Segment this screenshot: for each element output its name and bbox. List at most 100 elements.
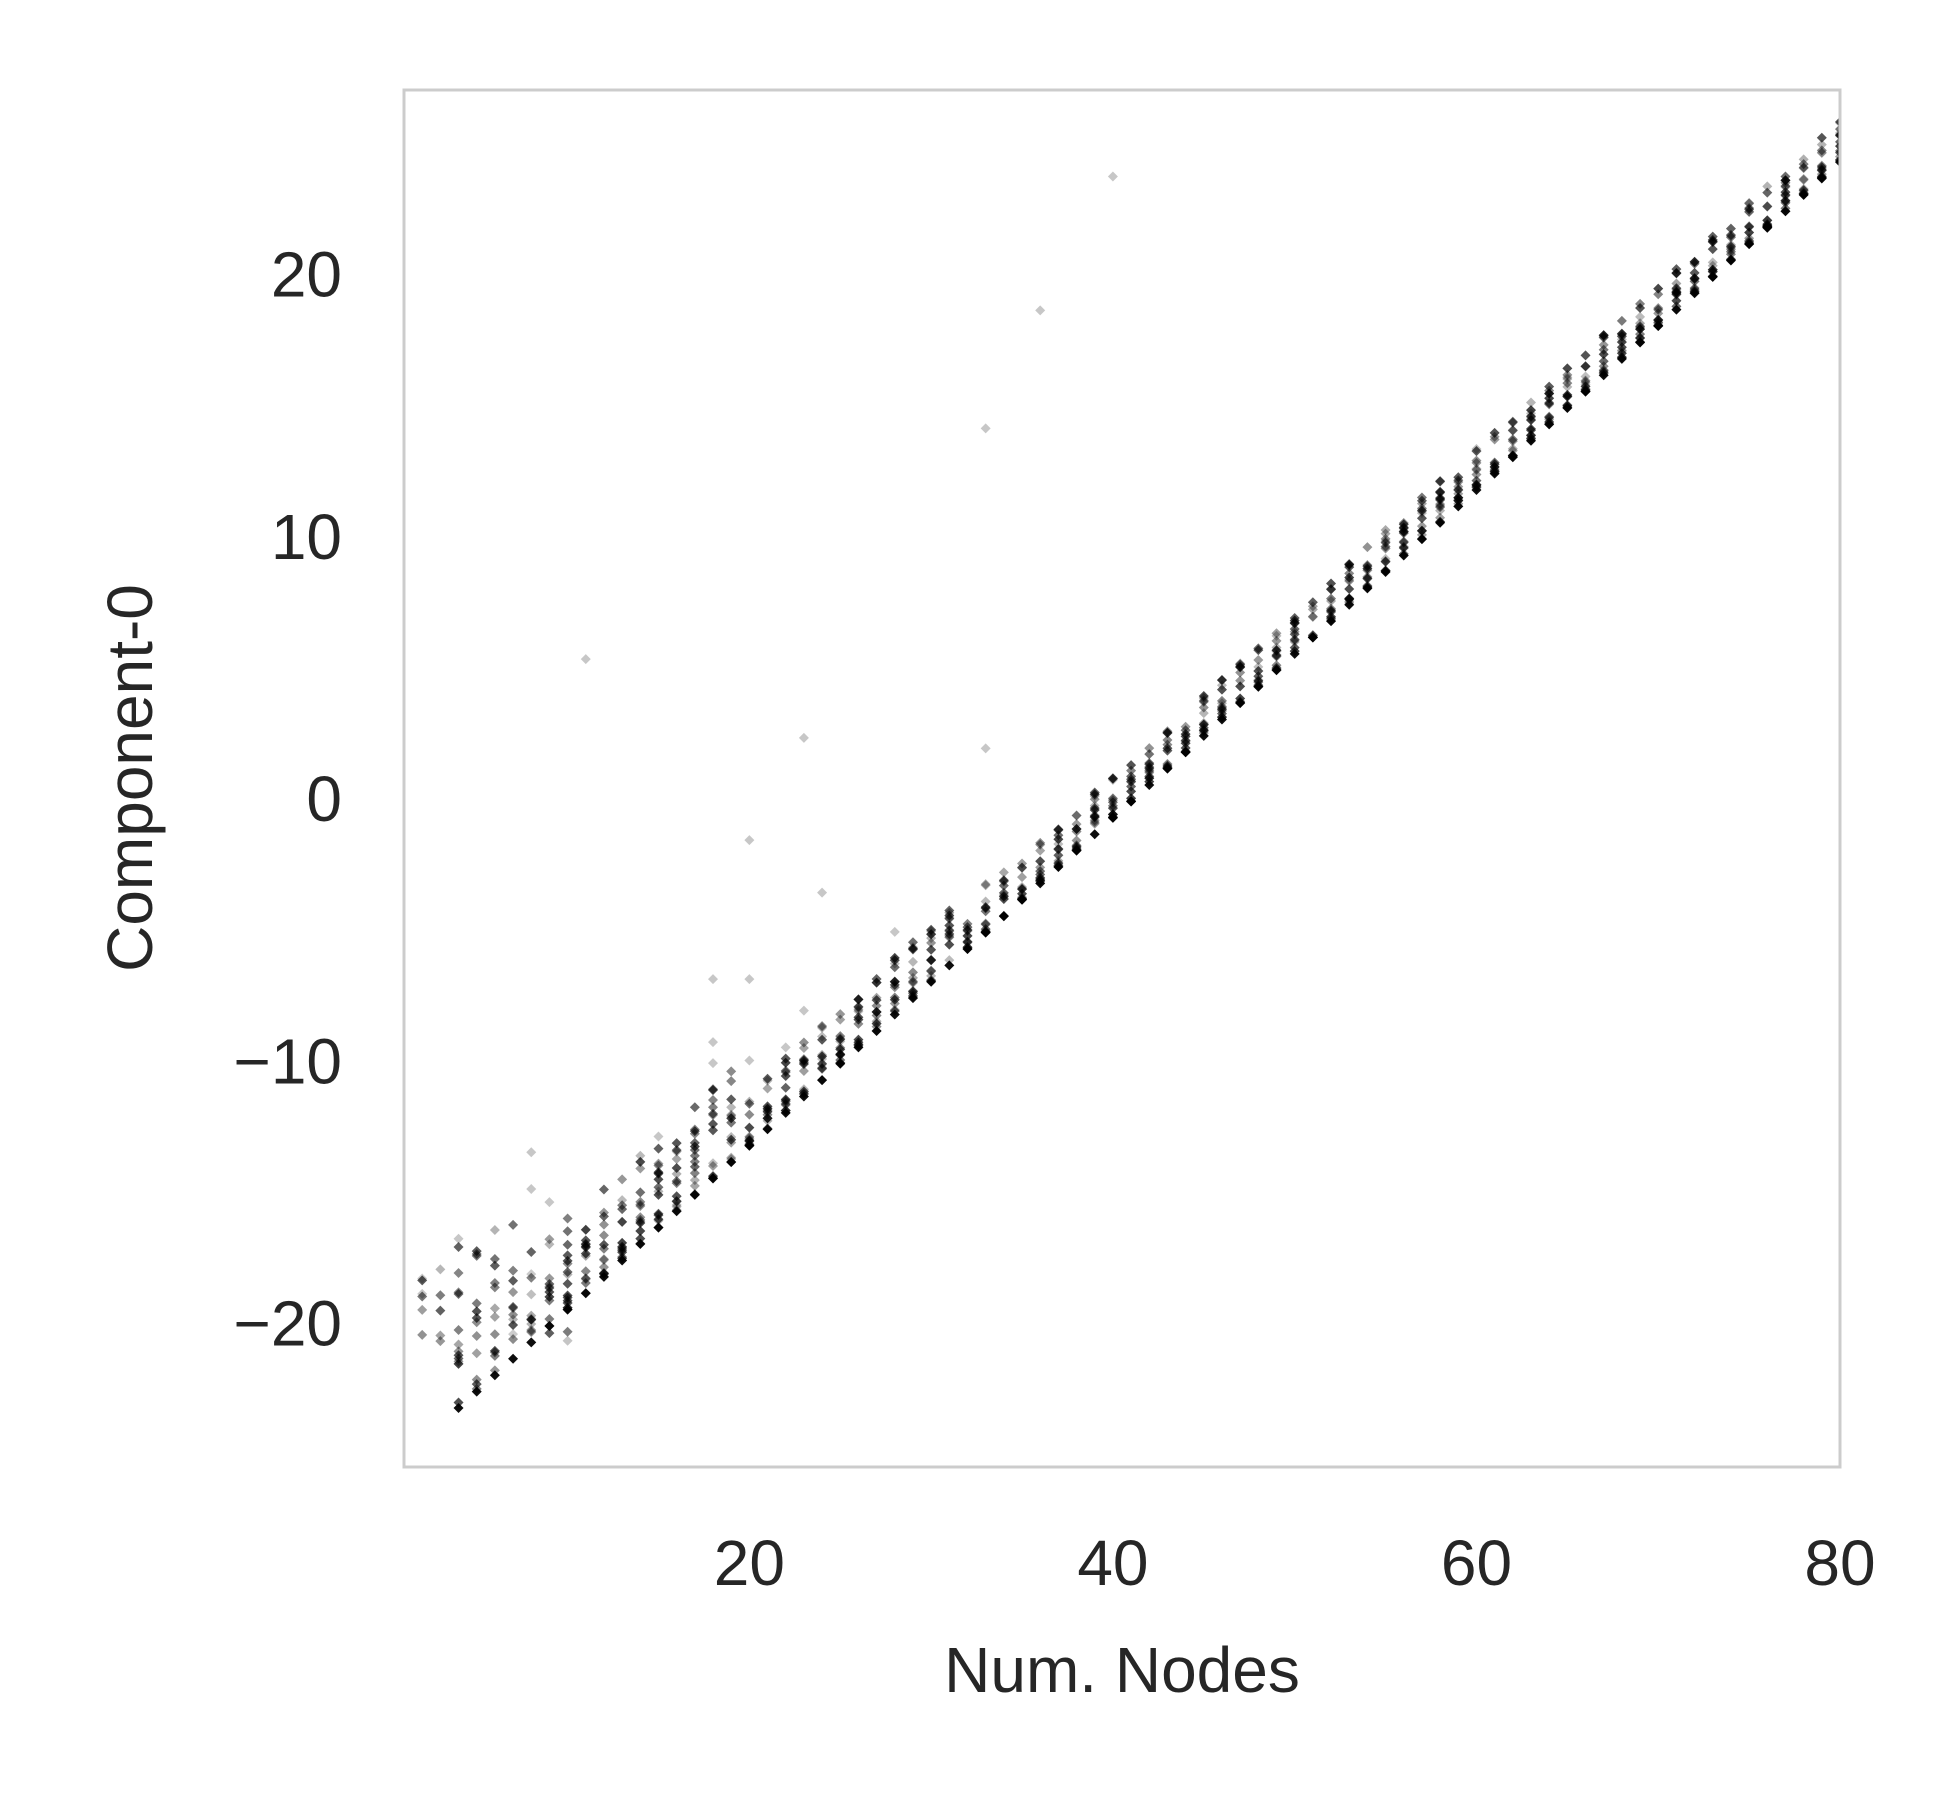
scatter-point: [1089, 818, 1100, 829]
scatter-point: [508, 1353, 519, 1364]
scatter-point: [1689, 286, 1700, 297]
scatter-point: [544, 1291, 555, 1302]
scatter-point: [726, 1102, 737, 1113]
scatter-point: [489, 1303, 500, 1314]
scatter-point: [453, 1241, 464, 1252]
scatter-point: [598, 1239, 609, 1250]
scatter-point: [1271, 635, 1282, 646]
scatter-point: [1816, 162, 1827, 173]
scatter-point: [653, 1214, 664, 1225]
scatter-point: [1453, 501, 1464, 512]
scatter-point: [526, 1337, 537, 1348]
scatter-point: [817, 887, 828, 898]
x-tick-label: 40: [1077, 1527, 1148, 1599]
scatter-point: [780, 1053, 791, 1064]
scatter-point: [653, 1143, 664, 1154]
scatter-point: [689, 1168, 700, 1179]
scatter-point: [1798, 159, 1809, 170]
scatter-point: [1198, 719, 1209, 730]
scatter-point: [1162, 739, 1173, 750]
scatter-point: [835, 1031, 846, 1042]
scatter-point: [1471, 464, 1482, 475]
scatter-point: [562, 1290, 573, 1301]
scatter-point: [562, 1297, 573, 1308]
scatter-point: [744, 1140, 755, 1151]
scatter-point: [1435, 500, 1446, 511]
scatter-point: [453, 1358, 464, 1369]
scatter-point: [635, 1233, 646, 1244]
scatter-point: [689, 1137, 700, 1148]
scatter-point: [508, 1334, 519, 1345]
scatter-point: [1525, 397, 1536, 408]
scatter-point: [871, 1018, 882, 1029]
scatter-point: [1653, 317, 1664, 328]
scatter-point: [835, 1034, 846, 1045]
scatter-point: [1089, 817, 1100, 828]
scatter-point: [998, 911, 1009, 922]
scatter-point: [1671, 295, 1682, 306]
scatter-point: [1253, 666, 1264, 677]
scatter-point: [671, 1206, 682, 1217]
scatter-point: [726, 1110, 737, 1121]
scatter-point: [998, 880, 1009, 891]
scatter-point: [1707, 244, 1718, 255]
scatter-point: [489, 1370, 500, 1381]
scatter-point: [1180, 746, 1191, 757]
scatter-point: [1671, 268, 1682, 279]
scatter-point: [1707, 231, 1718, 242]
scatter-point: [853, 1018, 864, 1029]
scatter-point: [1744, 227, 1755, 238]
scatter-point: [1544, 381, 1555, 392]
scatter-point: [653, 1131, 664, 1142]
scatter-point: [798, 1055, 809, 1066]
scatter-point: [798, 1086, 809, 1097]
scatter-point: [998, 875, 1009, 886]
scatter-point: [489, 1345, 500, 1356]
scatter-point: [835, 1014, 846, 1025]
scatter-point: [1580, 375, 1591, 386]
scatter-point: [1071, 841, 1082, 852]
scatter-point: [780, 1057, 791, 1068]
scatter-point: [617, 1195, 628, 1206]
scatter-point: [1216, 712, 1227, 723]
scatter-point: [598, 1184, 609, 1195]
x-tick-label: 80: [1804, 1527, 1875, 1599]
scatter-point: [489, 1253, 500, 1264]
scatter-point: [1507, 417, 1518, 428]
scatter-point: [1362, 580, 1373, 591]
scatter-point: [471, 1298, 482, 1309]
scatter-point: [853, 1002, 864, 1013]
scatter-point: [489, 1350, 500, 1361]
scatter-point: [435, 1330, 446, 1341]
scatter-point: [1471, 469, 1482, 480]
scatter-point: [471, 1306, 482, 1317]
scatter-point: [1562, 390, 1573, 401]
scatter-point: [1725, 229, 1736, 240]
scatter-point: [1725, 241, 1736, 252]
scatter-point: [562, 1226, 573, 1237]
scatter-point: [853, 1004, 864, 1015]
scatter-point: [1216, 675, 1227, 686]
scatter-point: [453, 1402, 464, 1413]
scatter-point: [1489, 427, 1500, 438]
scatter-point: [1380, 541, 1391, 552]
scatter-point: [1671, 283, 1682, 294]
scatter-point: [1144, 743, 1155, 754]
scatter-point: [889, 962, 900, 973]
scatter-point: [780, 1095, 791, 1106]
scatter-point: [998, 891, 1009, 902]
scatter-point: [1635, 318, 1646, 329]
scatter-point: [689, 1156, 700, 1167]
scatter-point: [1416, 533, 1427, 544]
scatter-point: [926, 966, 937, 977]
scatter-point: [708, 1110, 719, 1121]
scatter-point: [1289, 635, 1300, 646]
scatter-point: [1616, 328, 1627, 339]
scatter-point: [1598, 330, 1609, 341]
scatter-point: [508, 1287, 519, 1298]
scatter-point: [617, 1242, 628, 1253]
scatter-point: [1780, 203, 1791, 214]
scatter-point: [617, 1216, 628, 1227]
scatter-point: [1780, 197, 1791, 208]
scatter-point: [1653, 303, 1664, 314]
